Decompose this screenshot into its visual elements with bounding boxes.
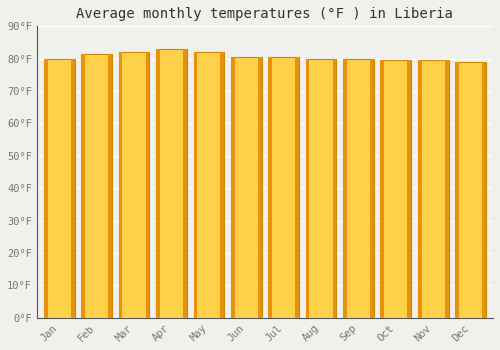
Title: Average monthly temperatures (°F ) in Liberia: Average monthly temperatures (°F ) in Li…: [76, 7, 454, 21]
Bar: [380, 60, 384, 318]
Bar: [343, 59, 347, 318]
Bar: [445, 60, 448, 318]
Bar: [156, 49, 187, 318]
Bar: [482, 62, 486, 318]
Bar: [380, 60, 411, 318]
Bar: [118, 52, 122, 318]
Bar: [118, 52, 150, 318]
Bar: [306, 59, 310, 318]
Bar: [108, 54, 112, 318]
Bar: [370, 59, 374, 318]
Bar: [268, 57, 272, 318]
Bar: [332, 59, 336, 318]
Bar: [183, 49, 187, 318]
Bar: [418, 60, 448, 318]
Bar: [71, 59, 74, 318]
Bar: [220, 52, 224, 318]
Bar: [456, 62, 486, 318]
Bar: [44, 59, 74, 318]
Bar: [156, 49, 160, 318]
Bar: [258, 57, 262, 318]
Bar: [231, 57, 234, 318]
Bar: [44, 59, 48, 318]
Bar: [418, 60, 422, 318]
Bar: [82, 54, 85, 318]
Bar: [194, 52, 224, 318]
Bar: [146, 52, 150, 318]
Bar: [82, 54, 112, 318]
Bar: [268, 57, 299, 318]
Bar: [306, 59, 336, 318]
Bar: [296, 57, 299, 318]
Bar: [408, 60, 411, 318]
Bar: [231, 57, 262, 318]
Bar: [343, 59, 374, 318]
Bar: [456, 62, 459, 318]
Bar: [194, 52, 197, 318]
